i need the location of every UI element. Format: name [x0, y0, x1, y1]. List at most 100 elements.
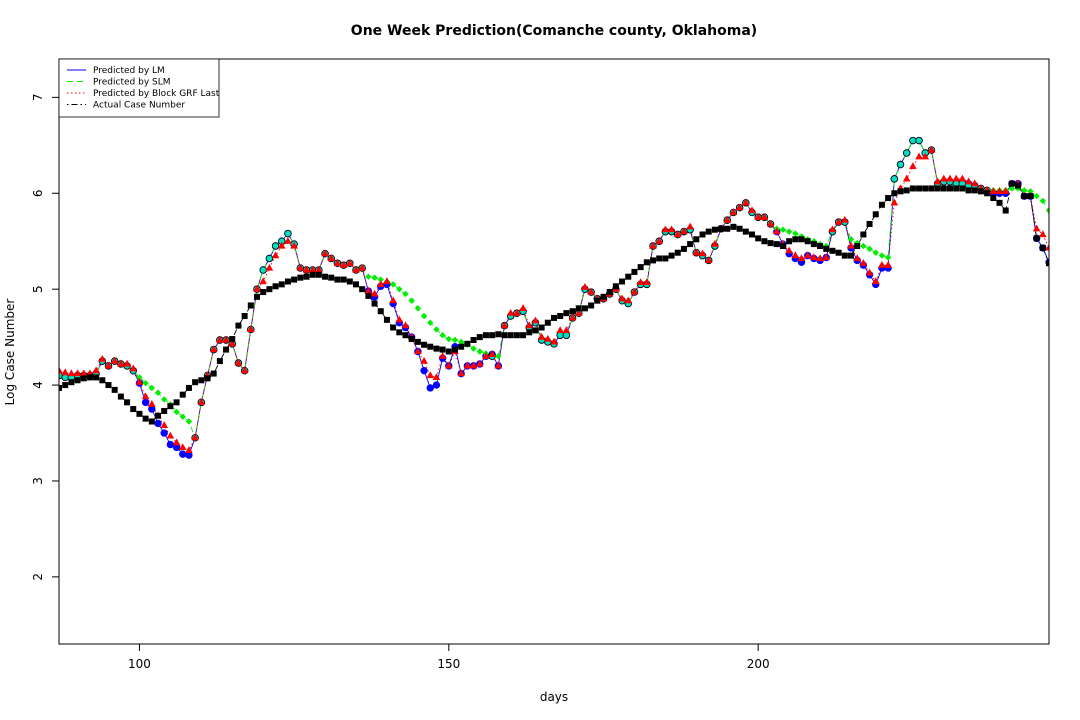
- data-point: [526, 329, 533, 336]
- data-point: [587, 287, 595, 295]
- data-point: [686, 222, 694, 230]
- data-point: [927, 145, 936, 153]
- data-point: [834, 217, 843, 225]
- data-point: [284, 278, 291, 285]
- data-point: [581, 283, 589, 290]
- data-point: [371, 300, 378, 307]
- series-points-actual-case-number: [59, 180, 1049, 425]
- data-point: [798, 236, 805, 243]
- data-point: [370, 289, 379, 297]
- data-point: [179, 450, 187, 458]
- data-point: [73, 369, 82, 377]
- data-point: [730, 223, 737, 230]
- data-point: [959, 185, 966, 192]
- data-point: [167, 403, 174, 410]
- data-point: [353, 281, 359, 288]
- data-point: [192, 379, 199, 386]
- data-point: [62, 382, 69, 389]
- data-point: [1027, 193, 1034, 200]
- data-point: [179, 413, 186, 420]
- data-point: [315, 271, 322, 278]
- data-point: [612, 283, 619, 290]
- data-point: [445, 348, 452, 355]
- data-point: [216, 335, 224, 343]
- y-tick-label: 7: [31, 94, 45, 102]
- data-point: [327, 254, 336, 262]
- data-point: [377, 276, 384, 283]
- data-point: [860, 242, 867, 250]
- data-point: [594, 297, 601, 304]
- data-point: [401, 321, 410, 329]
- data-point: [470, 336, 477, 343]
- data-point: [1039, 230, 1047, 238]
- data-point: [1039, 244, 1046, 251]
- legend-label-actual-case-number: Actual Case Number: [93, 101, 185, 111]
- data-point: [489, 332, 496, 339]
- data-point: [736, 225, 743, 232]
- data-point: [947, 185, 953, 192]
- data-point: [643, 259, 650, 266]
- data-point: [698, 249, 707, 257]
- data-point: [421, 341, 428, 348]
- data-point: [241, 313, 248, 320]
- data-point: [271, 251, 280, 259]
- data-point: [438, 352, 447, 359]
- data-point: [439, 346, 446, 353]
- data-point: [1021, 193, 1028, 200]
- data-point: [996, 199, 1003, 206]
- data-point: [513, 332, 520, 339]
- data-point: [277, 241, 286, 249]
- data-point: [79, 369, 88, 377]
- data-point: [779, 226, 787, 233]
- data-point: [673, 230, 682, 238]
- data-point: [984, 190, 991, 197]
- data-point: [98, 354, 107, 362]
- data-point: [321, 249, 329, 257]
- data-point: [878, 260, 886, 268]
- data-point: [334, 276, 341, 283]
- data-point: [971, 187, 978, 194]
- data-point: [767, 240, 774, 247]
- data-point: [136, 374, 143, 381]
- data-point: [173, 399, 180, 406]
- data-point: [166, 440, 175, 449]
- data-point: [551, 314, 557, 321]
- data-point: [624, 296, 633, 304]
- data-point: [234, 358, 243, 366]
- plot-area: [59, 136, 1049, 459]
- data-point: [117, 393, 124, 400]
- data-point: [909, 136, 917, 145]
- data-point: [482, 332, 489, 339]
- data-point: [501, 332, 508, 339]
- data-point: [848, 252, 854, 259]
- data-point: [117, 359, 125, 367]
- y-tick-label: 3: [31, 477, 45, 485]
- data-point: [359, 286, 366, 293]
- data-point: [822, 253, 831, 261]
- data-point: [179, 391, 186, 398]
- data-point: [247, 325, 255, 333]
- data-point: [618, 294, 626, 302]
- data-point: [544, 319, 551, 326]
- data-point: [718, 225, 725, 232]
- data-point: [630, 287, 639, 295]
- data-point: [377, 308, 384, 315]
- data-point: [860, 231, 867, 238]
- data-point: [606, 289, 613, 296]
- data-point: [916, 185, 923, 192]
- data-point: [389, 281, 397, 288]
- y-tick-label: 4: [31, 381, 45, 389]
- data-point: [791, 251, 800, 259]
- data-point: [494, 361, 503, 369]
- data-point: [755, 235, 762, 242]
- data-point: [1033, 235, 1040, 242]
- data-point: [204, 375, 211, 382]
- data-point: [420, 356, 428, 364]
- data-point: [921, 152, 930, 160]
- data-point: [934, 185, 941, 192]
- data-point: [662, 255, 669, 262]
- data-point: [396, 285, 403, 293]
- data-point: [266, 286, 273, 293]
- data-point: [420, 312, 428, 320]
